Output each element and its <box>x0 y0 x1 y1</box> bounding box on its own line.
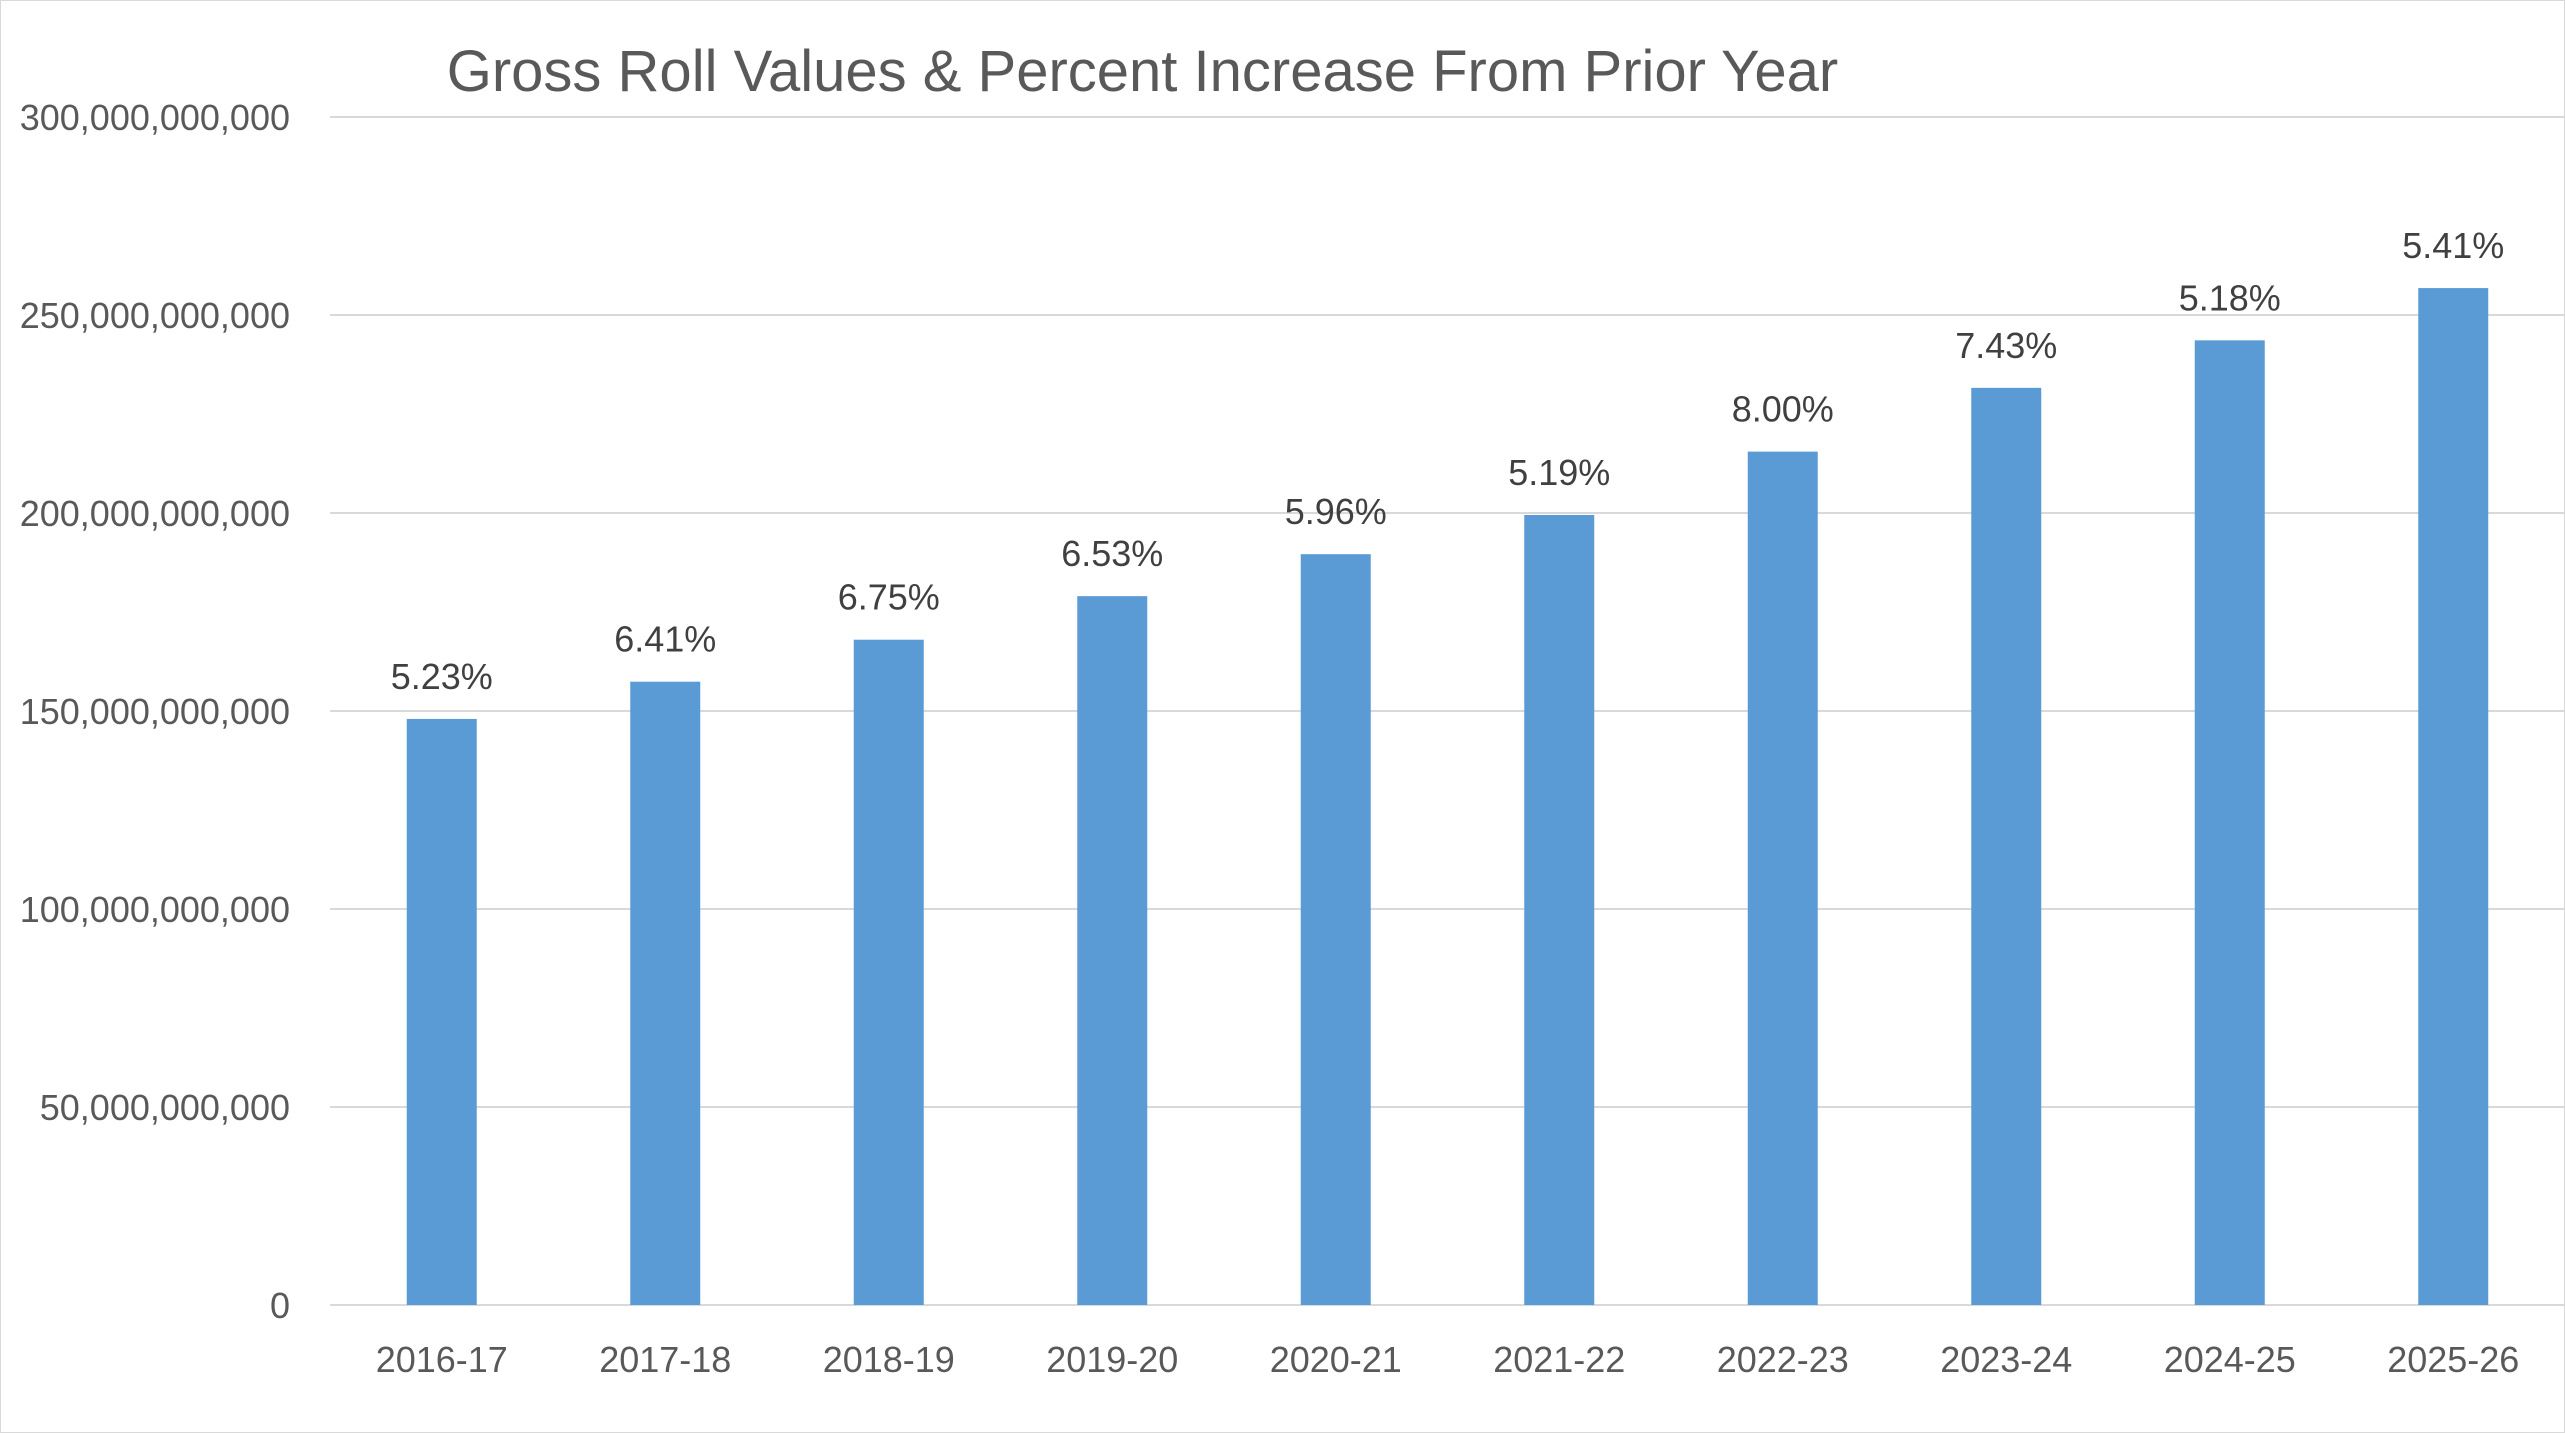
data-label: 6.41% <box>614 619 716 660</box>
y-axis-tick-labels: 0 50,000,000,000 100,000,000,000 150,000,00… <box>20 97 290 1326</box>
x-tick-label: 2016-17 <box>376 1339 508 1380</box>
y-tick-label: 150,000,000,000 <box>20 691 290 732</box>
x-tick-label: 2023-24 <box>1940 1339 2072 1380</box>
y-tick-label: 250,000,000,000 <box>20 295 290 336</box>
data-label: 5.96% <box>1285 491 1387 532</box>
bar-2019-20 <box>1077 596 1148 1305</box>
bar-2023-24 <box>1971 387 2042 1305</box>
bar-2025-26 <box>2418 288 2489 1305</box>
bar-2024-25 <box>2194 340 2265 1305</box>
data-label: 7.43% <box>1955 325 2057 366</box>
data-label: 6.75% <box>838 577 940 618</box>
x-tick-label: 2018-19 <box>823 1339 955 1380</box>
data-label: 5.23% <box>391 656 493 697</box>
data-labels: 5.23% 6.41% 6.75% 6.53% 5.96% 5.19% 8.00% 7.43%… <box>391 225 2505 697</box>
bar-2022-23 <box>1747 451 1818 1305</box>
data-label: 8.00% <box>1732 389 1834 430</box>
data-label: 5.19% <box>1508 452 1610 493</box>
x-tick-label: 2021-22 <box>1493 1339 1625 1380</box>
x-tick-label: 2017-18 <box>599 1339 731 1380</box>
data-label: 5.18% <box>2179 277 2281 318</box>
data-label: 5.41% <box>2402 225 2504 266</box>
data-label: 6.53% <box>1061 533 1163 574</box>
bar-2016-17 <box>406 718 477 1305</box>
gridlines <box>330 116 2565 1306</box>
x-tick-label: 2022-23 <box>1717 1339 1849 1380</box>
y-tick-label: 300,000,000,000 <box>20 97 290 138</box>
x-axis-tick-labels: 2016-17 2017-18 2018-19 2019-20 2020-21 2021-… <box>376 1339 2520 1380</box>
chart-title: Gross Roll Values & Percent Increase Fro… <box>446 39 1839 104</box>
y-tick-label: 0 <box>270 1285 290 1326</box>
y-tick-label: 100,000,000,000 <box>20 889 290 930</box>
x-tick-label: 2020-21 <box>1270 1339 1402 1380</box>
y-tick-label: 50,000,000,000 <box>40 1087 290 1128</box>
x-tick-label: 2025-26 <box>2387 1339 2519 1380</box>
bars <box>406 288 2489 1305</box>
bar-2017-18 <box>630 681 701 1305</box>
x-tick-label: 2019-20 <box>1046 1339 1178 1380</box>
bar-2018-19 <box>853 639 924 1305</box>
x-tick-label: 2024-25 <box>2164 1339 2296 1380</box>
y-tick-label: 200,000,000,000 <box>20 493 290 534</box>
bar-2020-21 <box>1300 554 1371 1305</box>
bar-2021-22 <box>1524 514 1595 1305</box>
